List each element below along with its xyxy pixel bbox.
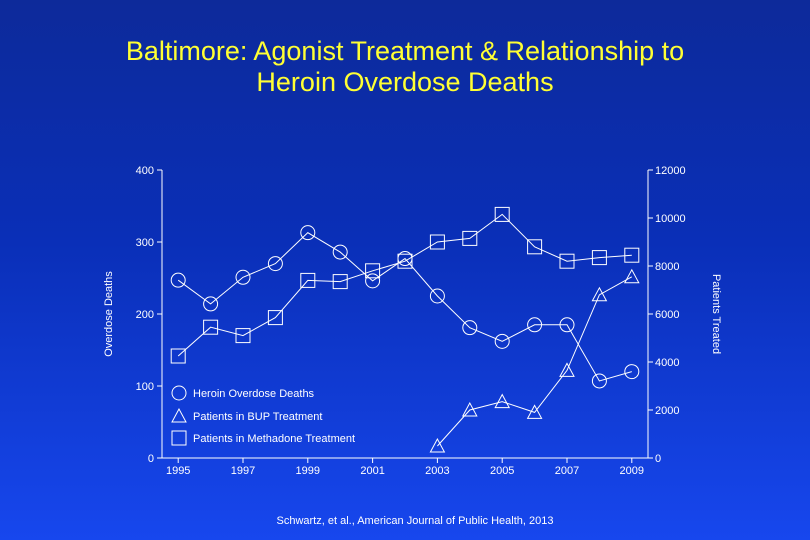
- circle-series-point: [365, 273, 381, 289]
- circle-series-point: [429, 288, 445, 304]
- circle-series-point: [300, 225, 316, 241]
- triangle-series-point: [429, 437, 446, 453]
- x-tick-label: 2007: [555, 465, 579, 477]
- circle-series-point: [170, 272, 186, 288]
- left-y-tick-label: 400: [136, 165, 154, 177]
- square-series-point: [267, 310, 283, 326]
- x-tick-label: 2009: [620, 465, 644, 477]
- square-series-point: [203, 319, 219, 335]
- square-series-point: [494, 206, 510, 222]
- x-tick-label: 1999: [296, 465, 320, 477]
- right-y-axis-label: Patients Treated: [710, 274, 722, 354]
- right-y-tick-label: 2000: [655, 405, 679, 417]
- right-y-tick-label: 8000: [655, 261, 679, 273]
- circle-series-point: [332, 244, 348, 260]
- circle-series-point: [527, 317, 543, 333]
- legend-label: Patients in Methadone Treatment: [193, 433, 355, 445]
- square-series-point: [527, 239, 543, 255]
- circle-series-point: [559, 317, 575, 333]
- x-tick-label: 2001: [360, 465, 384, 477]
- square-series-point: [429, 234, 445, 250]
- right-y-tick-label: 10000: [655, 213, 686, 225]
- right-y-tick-label: 12000: [655, 165, 686, 177]
- legend-square-marker: [171, 430, 187, 446]
- square-series-point: [559, 253, 575, 269]
- left-y-tick-label: 100: [136, 381, 154, 393]
- circle-series-point: [235, 269, 251, 285]
- legend-circle-marker: [171, 385, 187, 401]
- circle-series-point: [624, 364, 640, 380]
- source-citation: Schwartz, et al., American Journal of Pu…: [277, 515, 554, 527]
- chart-legend: Heroin Overdose Deaths Patients in BUP Tr…: [171, 385, 355, 446]
- square-series-point: [365, 263, 381, 279]
- series-lines: [177, 213, 633, 447]
- slide-title-line2: Heroin Overdose Deaths: [256, 67, 554, 97]
- triangle-series-point: [526, 404, 543, 419]
- circle-series-point: [494, 333, 510, 349]
- slide-title-line1: Baltimore: Agonist Treatment & Relations…: [125, 36, 685, 66]
- left-y-axis-label: Overdose Deaths: [103, 271, 115, 357]
- square-series-point: [397, 253, 413, 269]
- circle-series-point: [462, 320, 478, 336]
- square-series-line: [177, 213, 632, 357]
- series-markers: [170, 206, 640, 453]
- x-tick-label: 1995: [166, 465, 190, 477]
- x-tick-label: 1997: [231, 465, 255, 477]
- square-series-point: [591, 250, 607, 266]
- legend-label: Heroin Overdose Deaths: [193, 388, 315, 400]
- circle-series-point: [591, 373, 607, 389]
- square-series-point: [462, 230, 478, 246]
- left-y-tick-label: 200: [136, 309, 154, 321]
- right-y-tick-label: 4000: [655, 357, 679, 369]
- x-tick-label: 2005: [490, 465, 514, 477]
- x-tick-label: 2003: [425, 465, 449, 477]
- square-series-point: [624, 247, 640, 263]
- triangle-series-point: [559, 362, 575, 377]
- right-y-tick-label: 6000: [655, 309, 679, 321]
- square-series-point: [332, 274, 348, 290]
- square-series-point: [300, 272, 316, 288]
- circle-series-line: [177, 232, 632, 382]
- legend-label: Patients in BUP Treatment: [193, 411, 322, 423]
- chart-axes: 0100200300400020004000600080001000012000…: [103, 165, 722, 477]
- circle-series-point: [267, 256, 283, 272]
- triangle-series-point: [591, 286, 608, 302]
- slide-title: Baltimore: Agonist Treatment & Relations…: [0, 36, 810, 98]
- left-y-tick-label: 300: [136, 237, 154, 249]
- left-y-tick-label: 0: [148, 453, 154, 465]
- square-series-point: [235, 328, 251, 344]
- triangle-series-line: [437, 276, 633, 447]
- triangle-series-point: [461, 401, 478, 417]
- circle-series-point: [203, 296, 219, 312]
- triangle-series-point: [494, 393, 511, 409]
- triangle-series-point: [623, 268, 640, 284]
- right-y-tick-label: 0: [655, 453, 661, 465]
- legend-triangle-marker: [171, 407, 187, 423]
- square-series-point: [170, 348, 186, 364]
